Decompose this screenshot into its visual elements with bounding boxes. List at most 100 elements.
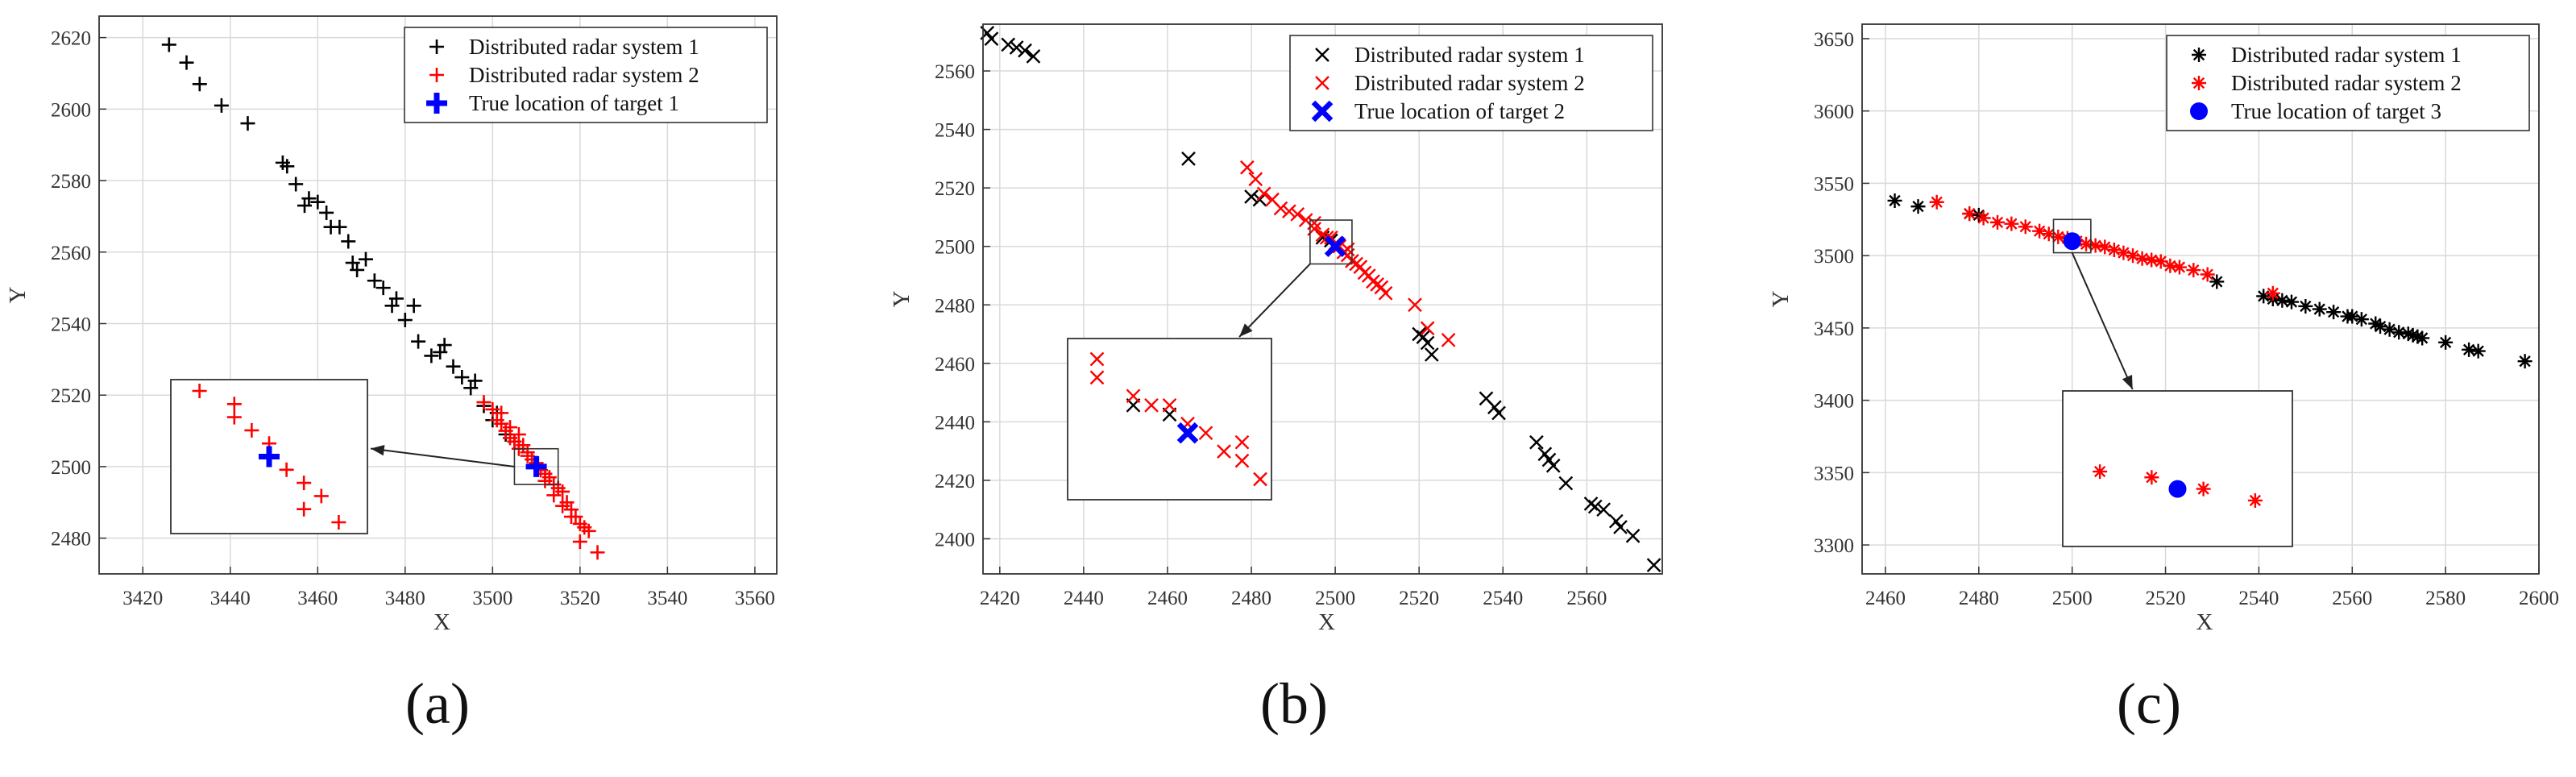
zoom-inset-frame <box>2062 390 2293 547</box>
x-tick-label: 2480 <box>1231 588 1271 609</box>
zoom-inset <box>1067 338 1272 501</box>
data-point <box>1962 206 1977 222</box>
zoom-inset <box>2062 390 2293 547</box>
data-point <box>2134 251 2150 266</box>
inset-point <box>313 488 329 504</box>
inset-point <box>226 409 242 425</box>
x-tick-label: 2560 <box>1566 588 1607 609</box>
y-tick-label: 3350 <box>1814 463 1854 484</box>
inset-point <box>2168 480 2187 498</box>
data-point <box>2326 305 2342 320</box>
series-1 <box>1887 193 2532 369</box>
x-tick-label: 3460 <box>297 588 338 609</box>
inset-point <box>1162 397 1177 413</box>
data-point <box>1378 285 1393 301</box>
inset-point <box>2144 470 2159 485</box>
legend-marker <box>2192 48 2206 62</box>
data-point <box>1273 201 1288 216</box>
data-point <box>161 37 176 52</box>
data-point <box>2041 226 2056 242</box>
panel-label-b: (b) <box>1260 671 1328 736</box>
legend-entry: Distributed radar system 2 <box>469 63 699 87</box>
data-point <box>2470 343 2486 359</box>
data-point <box>2373 319 2388 334</box>
inset-point <box>2093 464 2108 480</box>
data-point <box>537 473 553 488</box>
y-tick-label: 3400 <box>1814 391 1854 413</box>
legend-marker <box>1315 76 1329 90</box>
data-point <box>2354 312 2369 327</box>
inset-point <box>279 462 294 477</box>
inset-point <box>2247 492 2263 508</box>
legend-entry: True location of target 1 <box>469 91 679 115</box>
x-tick-label: 3500 <box>472 588 512 609</box>
data-point <box>2391 325 2407 340</box>
y-tick-label: 3300 <box>1814 535 1854 557</box>
data-point <box>1976 210 1991 226</box>
data-point <box>350 262 365 277</box>
y-tick-label: 2540 <box>935 120 975 142</box>
zoom-inset-frame <box>170 379 368 534</box>
y-axis-label: Y <box>889 290 915 307</box>
legend-entry: Distributed radar system 1 <box>2231 43 2462 67</box>
x-tick-label: 3480 <box>385 588 425 609</box>
data-point <box>494 405 509 421</box>
data-point <box>332 219 347 235</box>
inset-point <box>2196 481 2211 497</box>
data-point <box>984 31 999 46</box>
data-point <box>1558 476 1574 491</box>
zoom-arrow-head <box>1239 323 1253 337</box>
data-point <box>590 545 605 560</box>
data-point <box>2018 219 2033 235</box>
data-point <box>288 177 304 192</box>
inset-point <box>297 501 312 517</box>
data-point <box>2163 258 2178 273</box>
data-point <box>406 298 421 314</box>
y-tick-label: 2520 <box>51 385 91 407</box>
legend-entry: Distributed radar system 2 <box>1354 71 1585 95</box>
zoom-inset <box>170 379 368 534</box>
zoom-inset-frame <box>1067 338 1272 501</box>
inset-point <box>1253 472 1267 487</box>
axes-box <box>1861 23 2540 575</box>
data-point <box>1018 43 1032 58</box>
series-3 <box>525 455 547 477</box>
legend: Distributed radar system 1 Distributed ra… <box>404 27 768 123</box>
legend-marker <box>429 39 444 54</box>
data-point <box>581 523 596 538</box>
plot-panel-b: 2420 2440 2460 2480 2500 2520 2540 2560 2400 2420… <box>889 23 1663 635</box>
data-point <box>1324 230 1338 245</box>
legend-entry: Distributed radar system 1 <box>1354 43 1585 67</box>
data-point <box>1646 558 1661 572</box>
x-tick-label: 2560 <box>2332 588 2372 609</box>
data-point <box>503 420 518 435</box>
data-point <box>1252 192 1267 207</box>
x-tick-label: 2480 <box>1959 588 1999 609</box>
x-axis-label: X <box>1318 609 1335 635</box>
data-point <box>2405 327 2420 343</box>
y-axis-label: Y <box>1768 290 1794 307</box>
legend-entry: True location of target 3 <box>2231 99 2441 123</box>
plot-panel-a: 3420 3440 3460 3480 3500 3520 3540 3560 2480 2500… <box>5 15 778 635</box>
data-point <box>367 273 382 289</box>
legend-marker <box>2192 76 2206 90</box>
x-tick-label: 2520 <box>1399 588 1439 609</box>
data-point <box>1026 49 1041 64</box>
data-point <box>1290 206 1305 222</box>
data-point <box>546 488 562 503</box>
zoom-arrow-head <box>2122 375 2133 389</box>
series-1 <box>980 26 1661 572</box>
y-tick-label: 3650 <box>1814 29 1854 51</box>
data-point <box>2256 289 2271 304</box>
data-point <box>2088 238 2103 253</box>
data-point <box>1181 152 1196 166</box>
inset-point <box>331 515 346 530</box>
x-tick-label: 2600 <box>2519 588 2559 609</box>
data-point <box>1256 186 1271 202</box>
y-tick-label: 3500 <box>1814 246 1854 268</box>
data-point <box>1587 499 1603 514</box>
y-axis-label: Y <box>5 286 31 303</box>
data-point <box>2097 239 2113 255</box>
legend-entry: True location of target 2 <box>1354 99 1565 123</box>
x-tick-label: 2500 <box>1315 588 1355 609</box>
